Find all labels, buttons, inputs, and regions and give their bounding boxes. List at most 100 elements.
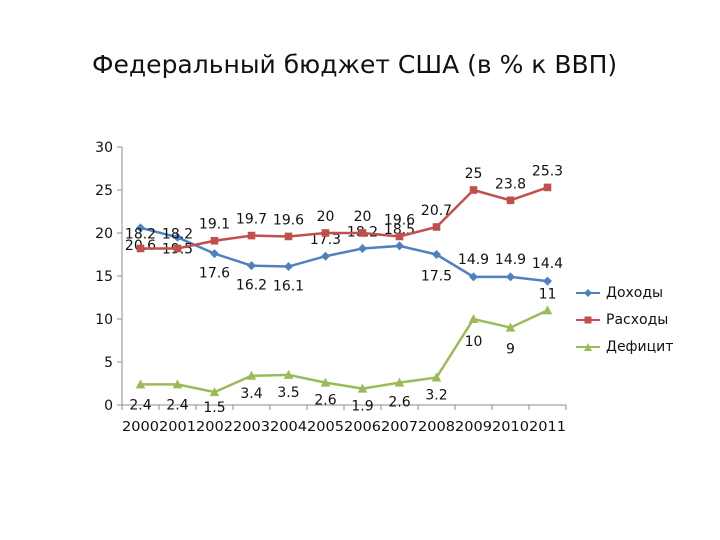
y-tick-label: 15	[95, 269, 113, 285]
x-tick-label: 2002	[196, 420, 233, 435]
data-point	[173, 244, 182, 253]
x-tick-label: 2005	[307, 420, 344, 435]
data-label: 18.2	[125, 226, 156, 242]
x-tick-label: 2011	[529, 420, 566, 435]
y-tick-label: 30	[95, 140, 113, 156]
legend-item-income: Доходы	[576, 279, 673, 306]
data-point	[247, 231, 256, 240]
data-point	[357, 383, 368, 393]
data-label: 23.8	[495, 176, 526, 192]
data-label: 19.6	[273, 212, 304, 228]
data-label: 2.4	[166, 397, 188, 413]
x-tick-label: 2008	[418, 420, 455, 435]
data-point	[468, 314, 479, 323]
data-label: 18.2	[162, 226, 193, 242]
legend-item-deficit: Дефицит	[576, 333, 673, 360]
data-label: 3.4	[240, 386, 262, 402]
series-line	[140, 309, 549, 394]
legend-marker-square-icon	[576, 316, 600, 323]
data-point	[321, 229, 330, 237]
data-point	[505, 322, 516, 332]
y-tick-label: 20	[95, 226, 113, 242]
chart-title: Федеральный бюджет США (в % к ВВП)	[92, 50, 618, 79]
data-label: 17.6	[199, 266, 230, 282]
legend-label-deficit: Дефицит	[606, 338, 674, 355]
data-point	[469, 272, 478, 282]
legend-label-spending: Расходы	[606, 311, 669, 328]
data-point	[210, 236, 219, 245]
data-label: 14.4	[532, 256, 563, 272]
data-point	[209, 387, 220, 397]
series-line	[140, 186, 548, 250]
data-point	[395, 241, 404, 251]
data-label: 19.6	[384, 212, 415, 228]
x-tick-label: 2006	[344, 420, 381, 435]
data-point	[321, 251, 330, 261]
data-point	[543, 276, 552, 286]
data-label: 25	[465, 166, 483, 182]
data-label: 17.5	[421, 269, 452, 285]
data-point	[136, 244, 145, 253]
data-label: 11	[539, 286, 557, 302]
data-point	[432, 250, 441, 259]
data-label: 1.5	[203, 400, 225, 416]
data-point	[432, 223, 441, 231]
data-label: 16.2	[236, 278, 267, 294]
data-label: 25.3	[532, 163, 563, 179]
y-tick-label: 0	[104, 398, 113, 414]
legend: Доходы Расходы Дефицит	[576, 279, 673, 360]
x-tick-label: 2004	[270, 420, 307, 435]
data-label: 9	[506, 342, 515, 358]
data-point	[136, 223, 145, 233]
data-label: 1.9	[351, 399, 373, 415]
x-tick-label: 2007	[381, 420, 418, 435]
data-point	[284, 232, 293, 241]
data-point	[283, 369, 294, 379]
data-label: 20.7	[421, 203, 452, 219]
data-point	[246, 370, 257, 380]
data-label: 2.4	[129, 397, 151, 413]
legend-label-income: Доходы	[606, 284, 664, 301]
y-tick-label: 25	[95, 183, 113, 199]
data-point	[320, 377, 331, 387]
data-point	[469, 186, 478, 194]
data-point	[394, 377, 405, 387]
x-tick-label: 2000	[122, 420, 159, 435]
data-label: 20	[317, 209, 335, 225]
data-label: 17.3	[310, 232, 341, 248]
data-label: 16.1	[273, 279, 304, 295]
data-label: 19.7	[236, 212, 267, 228]
y-tick-label: 5	[104, 355, 113, 371]
data-point	[358, 243, 367, 253]
data-point	[247, 261, 256, 271]
legend-marker-triangle-icon	[576, 342, 600, 351]
data-label: 3.5	[277, 385, 299, 401]
legend-marker-diamond-icon	[576, 288, 600, 297]
data-point	[358, 229, 367, 237]
data-label: 10	[465, 334, 483, 350]
data-label: 20	[354, 209, 372, 225]
data-point	[173, 232, 182, 242]
data-label: 14.9	[458, 252, 489, 268]
x-tick-label: 2003	[233, 420, 270, 435]
data-label: 14.9	[495, 252, 526, 268]
data-point	[135, 379, 146, 389]
legend-item-spending: Расходы	[576, 306, 673, 333]
data-point	[395, 232, 404, 241]
series-line	[140, 226, 548, 283]
data-label: 2.6	[314, 393, 336, 409]
data-point	[210, 249, 219, 259]
data-point	[542, 305, 553, 315]
data-label: 19.1	[199, 217, 230, 233]
data-point	[284, 262, 293, 272]
data-point	[431, 372, 442, 382]
data-point	[543, 183, 552, 192]
x-tick-label: 2001	[159, 420, 196, 435]
data-point	[506, 196, 515, 205]
data-label: 2.6	[388, 395, 410, 411]
x-tick-label: 2009	[455, 420, 492, 435]
y-tick-label: 10	[95, 312, 113, 328]
data-point	[172, 379, 183, 389]
x-tick-label: 2010	[492, 420, 529, 435]
